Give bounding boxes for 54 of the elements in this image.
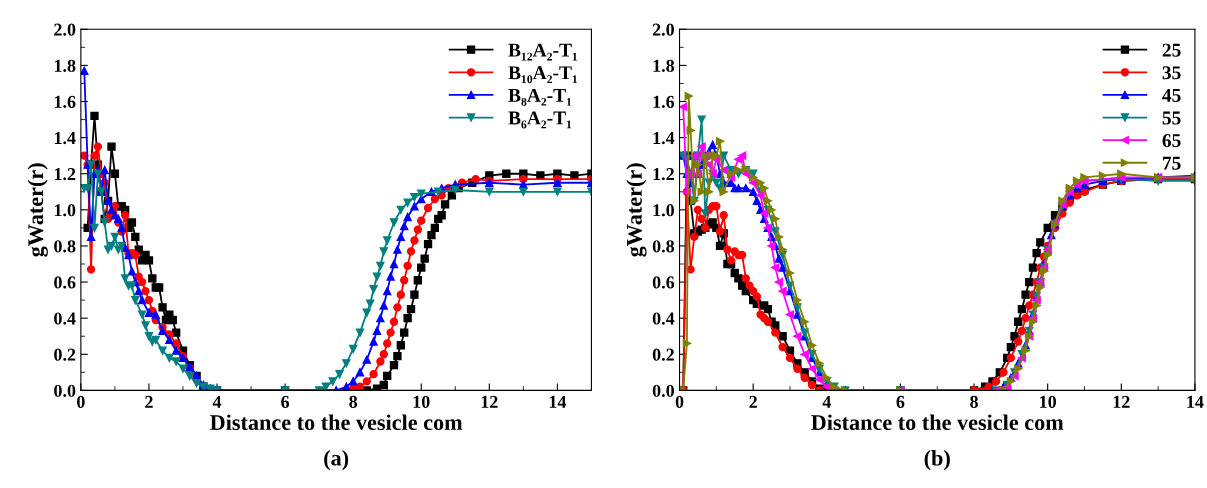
y-tick-label: 2.0 [652,23,674,36]
y-tick-label: 0.8 [54,240,76,253]
y-tick-label: 0.0 [54,384,76,397]
x-axis-title: Distance to the vesicle com [210,414,463,431]
y-tick-label: 1.8 [653,59,675,72]
y-tick-label: 0.6 [54,276,76,289]
x-tick-label: 0 [675,395,684,408]
legend-label: B₁₀A₂-T₁ [508,66,578,84]
legend-label: 35 [1162,66,1181,80]
y-tick-label: 0.0 [652,384,674,397]
x-tick-label: 6 [281,395,290,408]
y-tick-label: 1.0 [54,204,76,217]
x-tick-label: 12 [1113,395,1130,408]
x-tick-label: 10 [1040,395,1057,408]
y-tick-label: 0.2 [54,348,76,361]
x-tick-label: 2 [145,395,153,408]
y-tick-label: 0.4 [54,312,76,325]
x-tick-label: 8 [349,395,358,408]
x-tick-label: 14 [1187,395,1204,408]
x-tick-label: 0 [77,395,85,408]
x-tick-label: 6 [896,395,905,408]
y-tick-label: 1.4 [54,131,76,145]
y-tick-label: 0.6 [652,276,675,289]
y-tick-label: 1.6 [653,95,675,109]
legend-label: 75 [1162,156,1181,170]
legend-label: 65 [1162,134,1181,148]
y-tick-label: 1.2 [653,168,674,181]
legend-label: 45 [1162,88,1181,102]
y-tick-label: 0.2 [652,348,674,361]
x-tick-label: 10 [413,395,430,408]
legend-label: B₈A₂-T₁ [508,88,572,106]
legend-label: 25 [1162,43,1181,57]
y-tick-label: 1.4 [653,131,675,145]
x-tick-label: 4 [212,395,222,408]
x-tick-label: 8 [970,395,978,408]
legend-label: 55 [1162,111,1181,125]
y-tick-label: 1.0 [653,204,674,217]
y-tick-label: 1.6 [54,95,76,109]
y-tick-label: 1.8 [54,59,76,72]
y-tick-label: 0.8 [652,240,675,253]
legend-label: B₆A₂-T₁ [508,111,572,129]
x-tick-label: 12 [481,395,498,408]
y-tick-label: 1.2 [54,168,76,181]
x-tick-label: 4 [822,395,831,408]
legend-label: B₁₂A₂-T₁ [508,43,578,61]
text: (b) [924,449,950,471]
text: (a) [324,449,349,471]
y-axis-title: gWater(r) [626,163,647,257]
y-tick-label: 2.0 [54,23,76,36]
x-tick-label: 14 [549,395,567,408]
x-tick-label: 2 [749,395,757,408]
x-axis-title: Distance to the vesicle com [811,414,1064,431]
y-tick-label: 0.4 [652,312,675,325]
y-axis-title: gWater(r) [27,163,48,257]
